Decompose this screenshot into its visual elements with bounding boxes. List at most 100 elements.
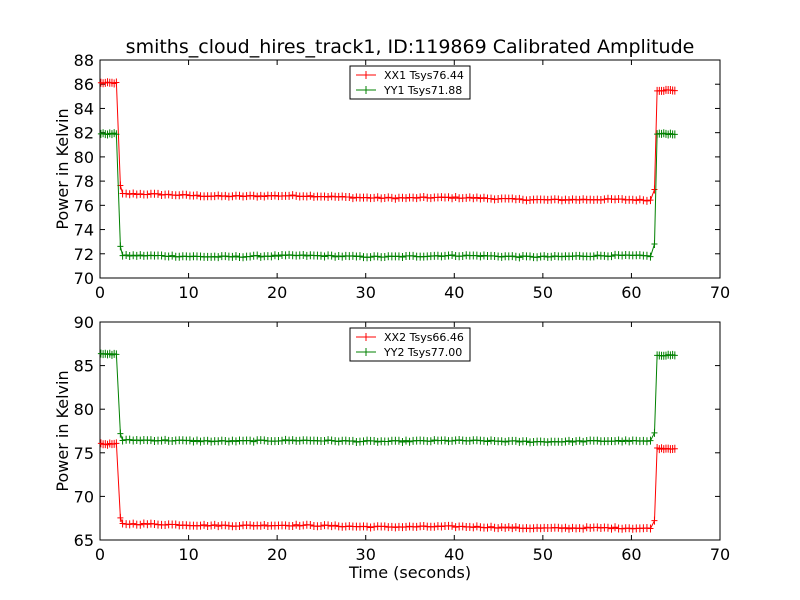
data-point <box>647 524 654 533</box>
x-tick-label: 30 <box>356 545 376 564</box>
data-point <box>155 189 162 198</box>
data-point <box>594 523 601 532</box>
data-point <box>197 437 204 446</box>
data-point <box>169 251 176 260</box>
data-point <box>399 252 406 261</box>
data-point <box>117 513 124 522</box>
data-point <box>254 251 261 260</box>
data-point <box>356 252 363 261</box>
data-point <box>293 191 300 200</box>
data-point <box>158 436 165 445</box>
data-point <box>144 190 151 199</box>
data-point <box>565 436 572 445</box>
data-point <box>555 523 562 532</box>
legend-marker <box>363 348 369 356</box>
data-point <box>247 436 254 445</box>
data-point <box>636 251 643 260</box>
data-point <box>126 435 133 444</box>
data-point <box>321 437 328 446</box>
legend-marker <box>363 71 369 79</box>
data-point <box>491 251 498 260</box>
data-point <box>215 522 222 531</box>
x-tick-label: 50 <box>533 283 553 302</box>
data-point <box>410 193 417 202</box>
data-point <box>286 436 293 445</box>
data-point <box>565 524 572 533</box>
data-point <box>113 350 120 359</box>
y-tick-label: 76 <box>74 196 94 215</box>
data-point <box>562 437 569 446</box>
data-point <box>434 251 441 260</box>
data-point <box>449 436 456 445</box>
legend-entry: XX2 Tsys66.46 <box>384 331 464 344</box>
legend-marker <box>363 86 369 94</box>
data-point <box>534 253 541 262</box>
data-point <box>371 193 378 202</box>
data-point <box>473 193 480 202</box>
data-point <box>671 444 678 453</box>
data-point <box>328 436 335 445</box>
legend: XX2 Tsys66.46 YY2 Tsys77.00 <box>349 327 471 362</box>
data-point <box>364 193 371 202</box>
data-point <box>647 196 654 205</box>
data-point <box>208 437 215 446</box>
data-point <box>498 252 505 261</box>
x-tick-label: 70 <box>710 545 730 564</box>
x-tick-label: 70 <box>710 283 730 302</box>
data-point <box>473 251 480 260</box>
data-point <box>211 520 218 529</box>
data-point <box>282 521 289 530</box>
data-point <box>420 193 427 202</box>
x-tick-label: 40 <box>444 545 464 564</box>
y-axis-label: Power in Kelvin <box>53 108 72 229</box>
data-point <box>257 191 264 200</box>
legend-entry: YY2 Tsys77.00 <box>383 346 462 359</box>
data-point <box>349 251 356 260</box>
data-point <box>193 436 200 445</box>
x-tick-label: 10 <box>178 545 198 564</box>
data-point <box>346 192 353 201</box>
data-point <box>201 520 208 529</box>
data-point <box>612 437 619 446</box>
data-point <box>279 436 286 445</box>
data-point <box>615 436 622 445</box>
data-point <box>232 437 239 446</box>
data-point <box>619 251 626 260</box>
data-point <box>317 522 324 531</box>
data-point <box>176 191 183 200</box>
data-point <box>548 252 555 261</box>
legend-entry: YY1 Tsys71.88 <box>383 84 462 97</box>
data-point <box>580 524 587 533</box>
data-point <box>261 436 268 445</box>
data-point <box>130 519 137 528</box>
data-point <box>197 521 204 530</box>
data-point <box>190 437 197 446</box>
data-point <box>594 436 601 445</box>
data-point <box>332 252 339 261</box>
data-point <box>512 436 519 445</box>
data-point <box>211 192 218 201</box>
data-point <box>162 435 169 444</box>
data-point <box>360 437 367 446</box>
data-point <box>151 519 158 528</box>
data-point <box>342 436 349 445</box>
data-point <box>126 520 133 529</box>
data-point <box>527 252 534 261</box>
series-line <box>100 442 675 530</box>
data-point <box>113 439 120 448</box>
data-point <box>558 437 565 446</box>
data-point <box>300 521 307 530</box>
x-tick-label: 20 <box>267 283 287 302</box>
data-point <box>119 519 126 528</box>
series-markers <box>97 439 678 533</box>
data-point <box>229 436 236 445</box>
data-point <box>452 193 459 202</box>
data-point <box>480 436 487 445</box>
data-point <box>466 522 473 531</box>
data-point <box>158 251 165 260</box>
series-markers <box>97 78 678 205</box>
data-point <box>488 194 495 203</box>
y-tick-label: 70 <box>74 487 94 506</box>
data-point <box>488 436 495 445</box>
